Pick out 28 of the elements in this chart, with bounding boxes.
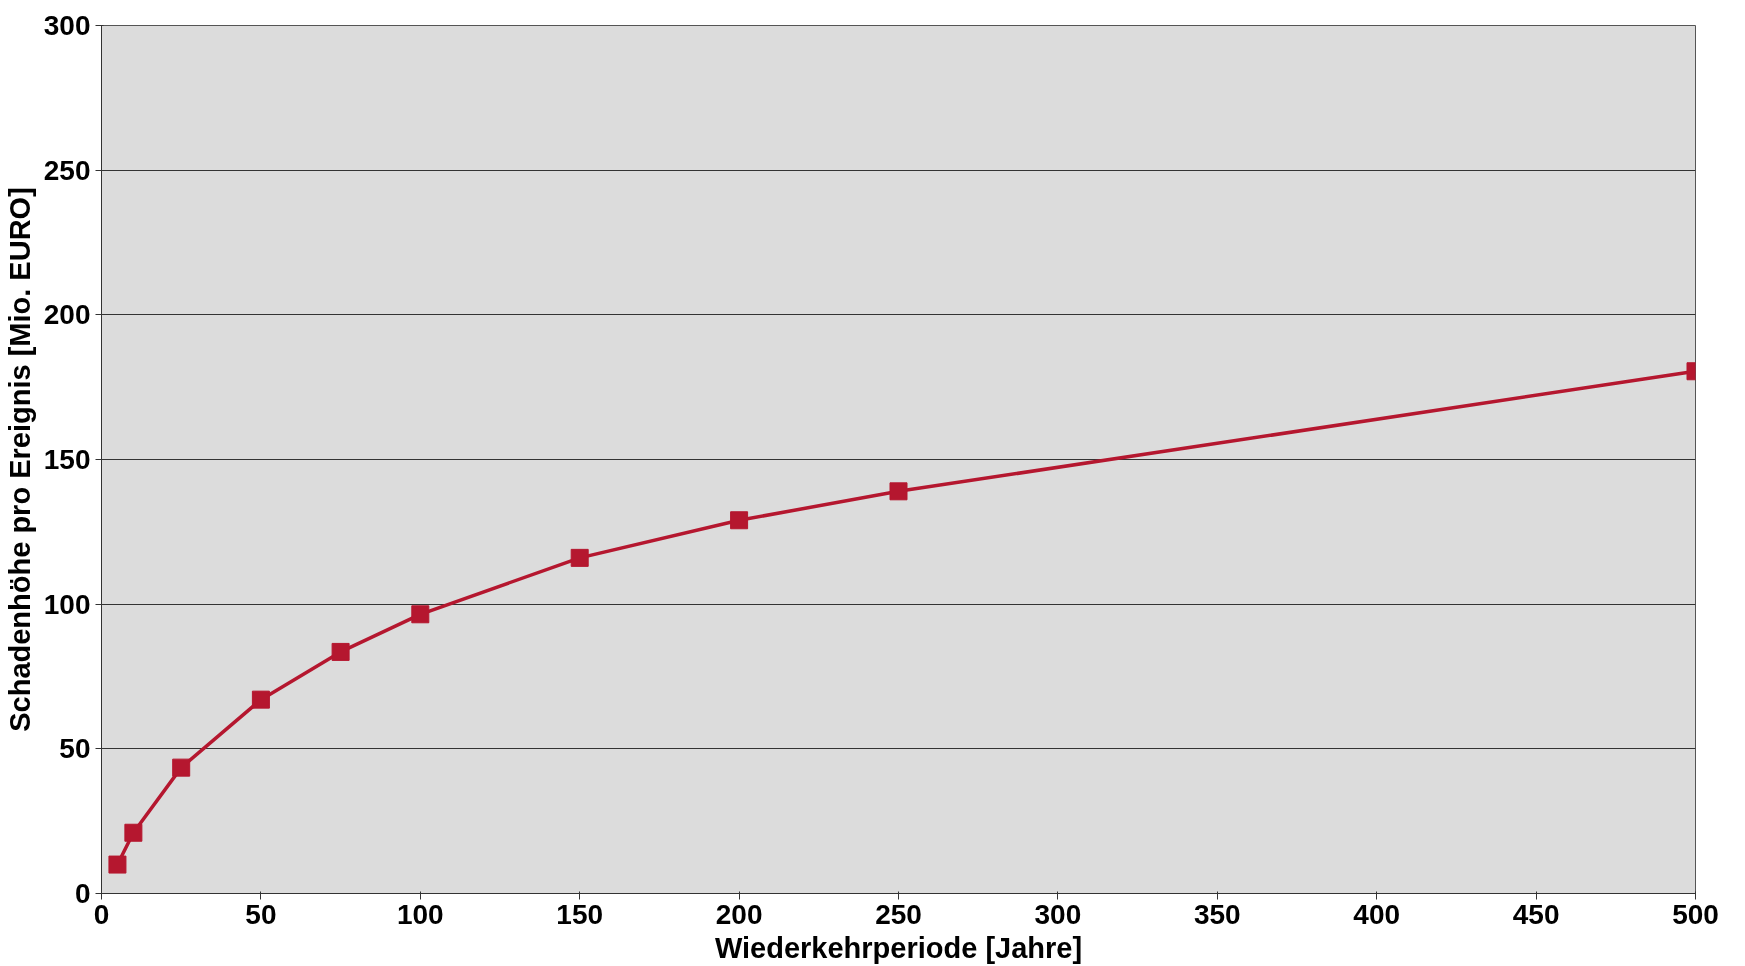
- y-tick-label: 0: [74, 878, 91, 909]
- x-tick-label: 150: [556, 898, 604, 930]
- x-tick-label: 100: [396, 898, 444, 930]
- x-tick-label: 500: [1672, 898, 1719, 930]
- x-axis-title: Wiederkehrperiode [Jahre]: [714, 931, 1083, 964]
- x-tick-label: 200: [715, 898, 763, 930]
- y-tick-label: 200: [43, 299, 91, 331]
- x-tick-label: 450: [1512, 898, 1560, 930]
- y-tick-label: 300: [43, 10, 91, 41]
- x-tick-label: 400: [1353, 898, 1401, 930]
- point: [411, 605, 430, 624]
- x-tick-label: 300: [1034, 898, 1082, 930]
- y-tick-label: 150: [43, 444, 91, 475]
- point: [108, 855, 127, 874]
- x-tick-label: 350: [1193, 898, 1241, 930]
- x-tick-label: 250: [875, 898, 922, 930]
- y-axis-title: Schadenhöhe pro Ereignis [Mio. EURO]: [3, 187, 36, 732]
- point: [124, 823, 143, 842]
- point: [730, 511, 749, 530]
- point: [251, 690, 270, 709]
- y-tick-label: 250: [43, 154, 91, 186]
- point: [889, 482, 908, 501]
- point: [331, 642, 350, 661]
- y-tick-label: 50: [59, 733, 91, 765]
- point: [570, 548, 589, 567]
- y-tick-label: 100: [43, 588, 91, 620]
- x-tick-label: 50: [245, 898, 277, 930]
- point: [172, 758, 191, 777]
